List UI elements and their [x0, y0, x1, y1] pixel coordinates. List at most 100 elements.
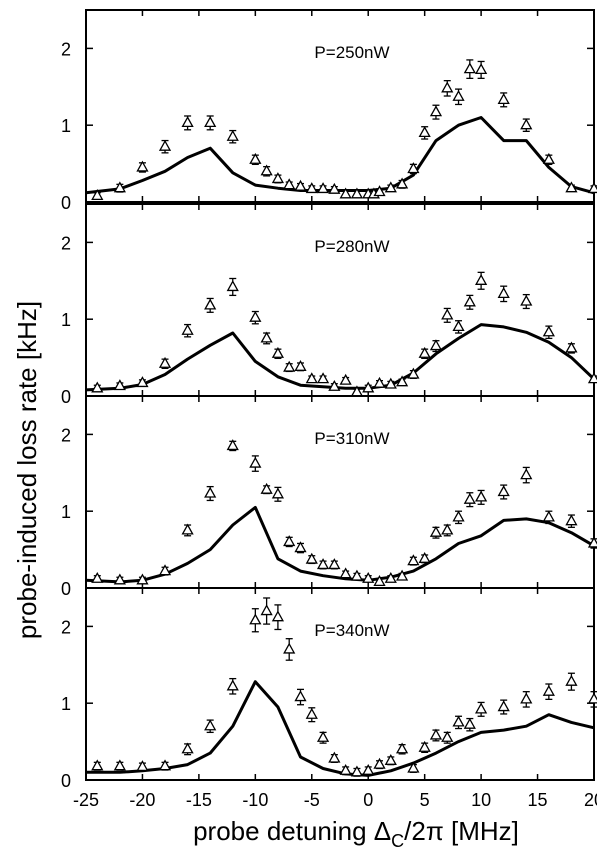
data-marker — [384, 753, 397, 765]
data-marker — [91, 189, 104, 201]
data-point — [350, 765, 364, 777]
data-marker — [181, 323, 194, 335]
data-marker — [136, 760, 149, 772]
data-point — [407, 761, 420, 773]
data-marker — [475, 63, 488, 75]
data-point — [418, 551, 431, 564]
x-axis-title-end: /2π [MHz] — [404, 816, 519, 846]
data-marker — [520, 118, 533, 130]
y-tick-label: 2 — [61, 39, 71, 59]
data-point — [181, 523, 194, 537]
data-marker — [452, 89, 465, 101]
data-point — [463, 717, 476, 732]
data-marker — [350, 569, 364, 581]
data-point — [463, 59, 476, 80]
data-marker — [373, 185, 386, 197]
panel-3: 0 1 2 P=310nW — [61, 395, 597, 599]
data-marker — [204, 486, 217, 498]
data-marker — [181, 742, 194, 754]
data-marker — [418, 551, 431, 563]
data-marker — [328, 558, 341, 570]
y-tick-label: 0 — [61, 579, 71, 599]
data-point — [113, 759, 126, 771]
data-marker — [136, 376, 149, 388]
data-marker — [294, 541, 307, 553]
data-point — [418, 740, 431, 754]
y-tick-label: 0 — [61, 387, 71, 407]
data-point — [113, 573, 126, 585]
data-marker — [418, 126, 431, 138]
data-point — [407, 554, 420, 566]
x-tick-label: -15 — [186, 790, 212, 810]
x-tick-label: -10 — [242, 790, 268, 810]
panel-label: P=340nW — [314, 621, 389, 640]
data-point — [294, 688, 307, 706]
data-point — [587, 182, 597, 194]
data-marker — [181, 116, 194, 128]
data-point — [418, 126, 431, 140]
data-point — [565, 514, 578, 528]
data-marker — [283, 360, 296, 372]
data-point — [328, 182, 341, 194]
panel-frame — [85, 587, 595, 781]
data-marker — [316, 372, 330, 384]
data-point — [395, 375, 409, 387]
data-marker — [395, 569, 409, 581]
data-marker — [452, 715, 465, 727]
data-marker — [305, 372, 318, 384]
data-marker — [463, 295, 476, 307]
data-point — [429, 525, 443, 539]
data-point — [373, 757, 386, 770]
data-point — [542, 325, 555, 340]
data-point — [260, 482, 273, 495]
data-marker — [339, 187, 352, 199]
data-point — [181, 115, 194, 131]
data-marker — [475, 490, 488, 502]
data-marker — [305, 182, 318, 194]
data-point — [542, 152, 555, 166]
data-marker — [226, 439, 239, 451]
data-point — [497, 699, 510, 715]
data-marker — [294, 179, 307, 191]
data-point — [226, 677, 239, 695]
data-point — [520, 691, 533, 708]
x-tick-label: -20 — [129, 790, 155, 810]
data-point — [520, 293, 533, 310]
data-point — [441, 307, 454, 323]
data-point — [136, 160, 149, 173]
data-point — [407, 367, 420, 379]
data-point — [475, 271, 488, 290]
panel-label: P=280nW — [314, 237, 389, 256]
data-marker — [339, 373, 352, 385]
data-point — [407, 162, 420, 175]
data-marker — [328, 379, 341, 391]
data-point — [283, 535, 296, 548]
data-point — [181, 323, 194, 338]
data-marker — [463, 492, 476, 504]
model-curve — [85, 505, 595, 584]
data-marker — [587, 692, 597, 704]
data-marker — [204, 719, 217, 731]
data-point — [587, 372, 597, 384]
data-point — [271, 604, 285, 631]
data-point — [136, 573, 149, 585]
data-point — [441, 523, 454, 537]
data-point — [339, 187, 352, 199]
data-marker — [91, 759, 104, 771]
panel-2: 0 1 2 P=280nW — [61, 203, 597, 407]
data-marker — [542, 152, 555, 164]
data-marker — [271, 487, 285, 499]
data-marker — [249, 152, 262, 164]
data-marker — [158, 356, 172, 368]
data-point — [158, 564, 172, 576]
data-point — [565, 181, 578, 193]
panel-1: 0 1 2 P=250nW — [61, 9, 597, 213]
data-point — [305, 182, 318, 194]
data-point — [305, 552, 318, 565]
data-marker — [441, 81, 454, 93]
data-marker — [316, 730, 330, 742]
data-marker — [226, 129, 239, 141]
x-tick-label: 5 — [420, 790, 430, 810]
data-point — [204, 719, 217, 734]
data-point — [429, 104, 443, 120]
